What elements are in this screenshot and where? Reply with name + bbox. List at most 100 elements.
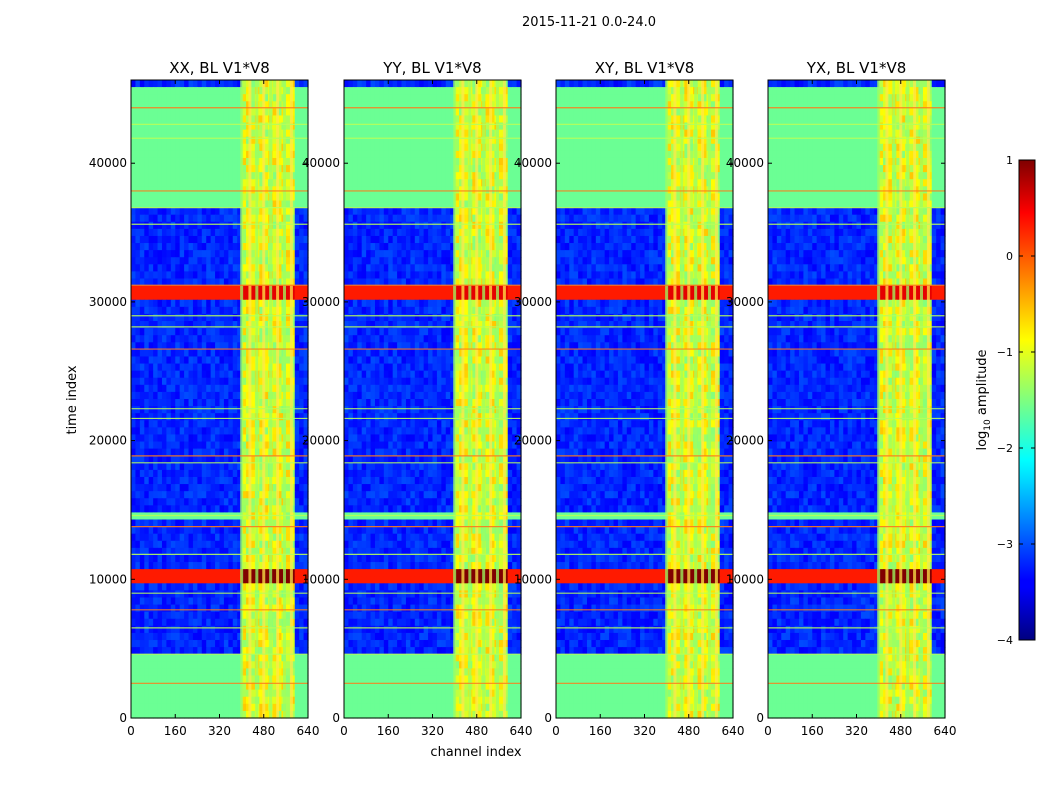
heatmap-cell <box>192 455 198 464</box>
heatmap-cell <box>201 87 207 95</box>
heatmap-cell <box>179 413 185 421</box>
heatmap-cell <box>166 512 172 521</box>
heatmap-cell <box>188 484 194 492</box>
heatmap-cell <box>148 349 154 358</box>
heatmap-cell <box>170 342 176 350</box>
heatmap-cell <box>361 264 367 272</box>
heatmap-cell <box>148 583 154 591</box>
heatmap-cell <box>153 413 159 421</box>
heatmap-cell <box>401 200 407 209</box>
heatmap-cell <box>357 186 363 195</box>
heatmap-cell <box>131 654 137 662</box>
heatmap-cell <box>259 399 265 407</box>
heatmap-cell <box>303 115 309 124</box>
heatmap-cell <box>157 243 163 251</box>
heatmap-cell <box>144 370 150 379</box>
heatmap-cell <box>131 257 137 265</box>
heatmap-cell <box>232 512 238 521</box>
heatmap-cell <box>410 235 416 244</box>
heatmap-cell <box>131 207 137 216</box>
heatmap-cell <box>166 278 172 287</box>
heatmap-cell <box>148 682 154 691</box>
heatmap-cell <box>485 129 491 138</box>
heatmap-cell <box>303 668 309 677</box>
heatmap-cell <box>303 618 309 627</box>
heatmap-cell <box>179 299 185 308</box>
heatmap-cell <box>131 696 137 705</box>
heatmap-cell <box>223 484 229 492</box>
heatmap-cell <box>432 157 438 166</box>
heatmap-cell <box>294 583 300 591</box>
heatmap-cell <box>232 384 238 393</box>
heatmap-cell <box>192 448 198 457</box>
heatmap-cell <box>299 391 305 400</box>
heatmap-cell <box>188 675 194 684</box>
heatmap-cell <box>153 710 159 719</box>
heatmap-cell <box>432 228 438 237</box>
heatmap-cell <box>277 533 283 542</box>
heatmap-cell <box>210 675 216 684</box>
heatmap-cell <box>285 640 291 648</box>
heatmap-cell <box>259 250 265 258</box>
heatmap-cell <box>197 547 203 556</box>
heatmap-cell <box>219 257 225 265</box>
heatmap-cell <box>166 696 172 705</box>
heatmap-cell <box>166 661 172 669</box>
heatmap-cell <box>201 243 207 251</box>
heatmap-cell <box>250 469 256 478</box>
heatmap-cell <box>135 115 141 124</box>
heatmap-cell <box>210 689 216 698</box>
heatmap-cell <box>201 498 207 506</box>
heatmap-cell <box>370 271 376 280</box>
heatmap-cell <box>299 498 305 506</box>
heatmap-cell <box>223 434 229 443</box>
heatmap-cell <box>374 306 380 315</box>
heatmap-cell <box>436 87 442 95</box>
heatmap-cell <box>516 186 522 195</box>
heatmap-cell <box>241 406 247 414</box>
heatmap-cell <box>131 193 137 202</box>
heatmap-cell <box>357 87 363 95</box>
heatmap-cell <box>219 335 225 343</box>
heatmap-cell <box>490 80 496 88</box>
heatmap-cell <box>184 675 190 684</box>
heatmap-cell <box>228 491 234 499</box>
heatmap-cell <box>352 292 358 301</box>
heatmap-cell <box>401 193 407 202</box>
heatmap-cell <box>139 278 145 287</box>
heatmap-cell <box>232 668 238 677</box>
heatmap-cell <box>153 235 159 244</box>
heatmap-cell <box>432 115 438 124</box>
heatmap-cell <box>148 399 154 407</box>
heatmap-cell <box>166 675 172 684</box>
heatmap-cell <box>148 342 154 350</box>
heatmap-cell <box>219 519 225 528</box>
heatmap-cell <box>175 519 181 528</box>
heatmap-cell <box>148 484 154 492</box>
heatmap-cell <box>250 335 256 343</box>
heatmap-cell <box>179 618 185 627</box>
heatmap-cell <box>188 689 194 698</box>
heatmap-cell <box>157 682 163 691</box>
heatmap-cell <box>170 647 176 655</box>
heatmap-cell <box>299 335 305 343</box>
heatmap-cell <box>228 689 234 698</box>
heatmap-cell <box>144 342 150 350</box>
heatmap-cell <box>237 427 243 436</box>
heatmap-cell <box>303 150 309 159</box>
heatmap-cell <box>139 491 145 499</box>
heatmap-cell <box>237 455 243 464</box>
heatmap-cell <box>206 207 212 216</box>
heatmap-cell <box>179 271 185 280</box>
heatmap-cell <box>153 576 159 584</box>
heatmap-cell <box>419 228 425 237</box>
heatmap-cell <box>423 214 429 223</box>
heatmap-cell <box>250 611 256 620</box>
heatmap-cell <box>285 632 291 641</box>
heatmap-cell <box>352 221 358 230</box>
heatmap-cell <box>135 335 141 343</box>
heatmap-cell <box>450 179 456 187</box>
heatmap-cell <box>219 526 225 535</box>
heatmap-cell <box>241 87 247 95</box>
heatmap-cell <box>472 129 478 138</box>
